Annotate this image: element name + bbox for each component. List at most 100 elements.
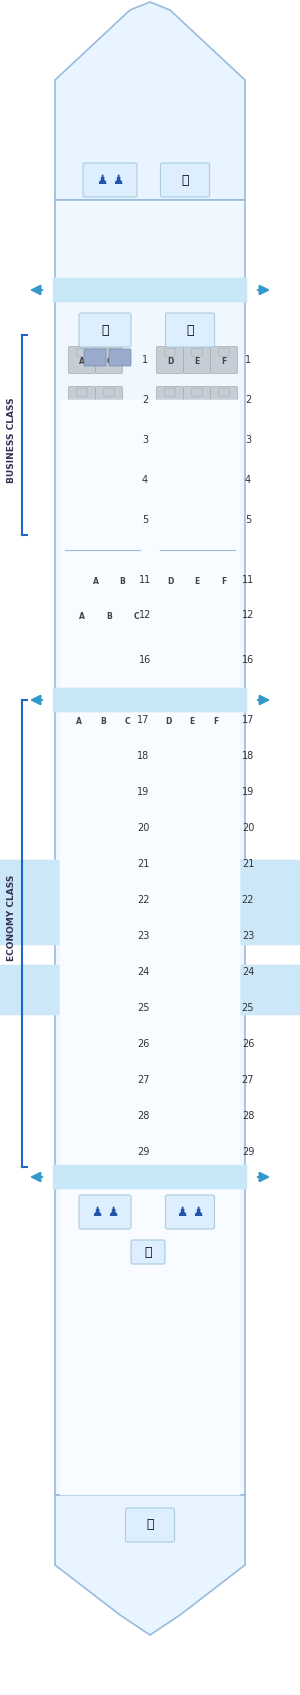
Text: 4: 4 xyxy=(142,475,148,485)
FancyBboxPatch shape xyxy=(119,925,127,934)
FancyBboxPatch shape xyxy=(103,746,111,753)
FancyBboxPatch shape xyxy=(0,859,300,946)
FancyBboxPatch shape xyxy=(115,1068,140,1092)
FancyBboxPatch shape xyxy=(179,961,205,983)
FancyBboxPatch shape xyxy=(95,1105,103,1114)
FancyBboxPatch shape xyxy=(79,314,131,347)
FancyBboxPatch shape xyxy=(184,746,192,753)
FancyBboxPatch shape xyxy=(211,507,238,534)
FancyBboxPatch shape xyxy=(67,997,92,1019)
FancyBboxPatch shape xyxy=(216,1070,224,1078)
FancyBboxPatch shape xyxy=(208,961,216,970)
FancyBboxPatch shape xyxy=(67,924,92,948)
FancyBboxPatch shape xyxy=(179,817,205,839)
Text: 19: 19 xyxy=(242,786,254,797)
FancyBboxPatch shape xyxy=(192,388,202,397)
FancyBboxPatch shape xyxy=(155,853,181,876)
FancyBboxPatch shape xyxy=(160,1105,168,1114)
FancyBboxPatch shape xyxy=(216,1142,224,1149)
FancyBboxPatch shape xyxy=(122,646,149,673)
Text: 🥤: 🥤 xyxy=(186,324,194,337)
FancyBboxPatch shape xyxy=(95,646,122,673)
FancyBboxPatch shape xyxy=(192,468,202,476)
FancyBboxPatch shape xyxy=(77,429,87,436)
FancyBboxPatch shape xyxy=(179,924,205,948)
FancyBboxPatch shape xyxy=(160,817,168,825)
FancyBboxPatch shape xyxy=(155,961,181,983)
Text: 25: 25 xyxy=(137,1003,149,1014)
FancyBboxPatch shape xyxy=(115,961,140,983)
Text: 17: 17 xyxy=(242,715,254,725)
FancyBboxPatch shape xyxy=(117,568,128,576)
FancyBboxPatch shape xyxy=(184,427,211,454)
FancyBboxPatch shape xyxy=(219,647,229,656)
FancyBboxPatch shape xyxy=(103,998,111,1005)
FancyBboxPatch shape xyxy=(168,1070,176,1078)
FancyBboxPatch shape xyxy=(216,925,224,934)
FancyBboxPatch shape xyxy=(91,1141,116,1163)
FancyBboxPatch shape xyxy=(95,427,122,454)
FancyBboxPatch shape xyxy=(71,746,79,753)
Text: 5: 5 xyxy=(142,515,148,525)
FancyBboxPatch shape xyxy=(67,709,92,732)
FancyBboxPatch shape xyxy=(216,998,224,1005)
FancyBboxPatch shape xyxy=(184,566,211,593)
FancyBboxPatch shape xyxy=(155,780,181,803)
FancyBboxPatch shape xyxy=(127,854,135,861)
FancyBboxPatch shape xyxy=(104,468,114,476)
FancyBboxPatch shape xyxy=(192,998,200,1005)
FancyBboxPatch shape xyxy=(203,1141,229,1163)
FancyBboxPatch shape xyxy=(91,1105,116,1127)
FancyBboxPatch shape xyxy=(192,1034,200,1041)
FancyBboxPatch shape xyxy=(103,1070,111,1078)
FancyBboxPatch shape xyxy=(203,780,229,803)
FancyBboxPatch shape xyxy=(95,961,103,970)
FancyBboxPatch shape xyxy=(160,1142,168,1149)
FancyBboxPatch shape xyxy=(184,961,192,970)
FancyBboxPatch shape xyxy=(71,854,79,861)
FancyBboxPatch shape xyxy=(127,1034,135,1041)
Text: C: C xyxy=(133,612,139,620)
FancyBboxPatch shape xyxy=(184,507,211,534)
FancyBboxPatch shape xyxy=(203,853,229,876)
FancyBboxPatch shape xyxy=(219,347,229,356)
FancyBboxPatch shape xyxy=(115,924,140,948)
FancyBboxPatch shape xyxy=(115,888,140,912)
FancyBboxPatch shape xyxy=(95,1034,103,1041)
Text: 29: 29 xyxy=(242,1148,254,1158)
FancyBboxPatch shape xyxy=(168,817,176,825)
Text: 28: 28 xyxy=(242,1110,254,1120)
FancyBboxPatch shape xyxy=(168,998,176,1005)
FancyBboxPatch shape xyxy=(184,854,192,861)
FancyBboxPatch shape xyxy=(90,568,101,576)
Text: 19: 19 xyxy=(137,786,149,797)
FancyBboxPatch shape xyxy=(77,468,87,476)
FancyBboxPatch shape xyxy=(77,508,87,517)
FancyBboxPatch shape xyxy=(79,961,87,970)
Text: 11: 11 xyxy=(139,575,151,585)
FancyBboxPatch shape xyxy=(179,1141,205,1163)
FancyBboxPatch shape xyxy=(67,888,92,912)
Text: F: F xyxy=(221,356,226,366)
FancyBboxPatch shape xyxy=(104,603,114,612)
FancyBboxPatch shape xyxy=(91,961,116,983)
FancyBboxPatch shape xyxy=(184,1105,192,1114)
FancyBboxPatch shape xyxy=(208,781,216,790)
Text: 27: 27 xyxy=(137,1075,149,1085)
FancyBboxPatch shape xyxy=(216,854,224,861)
FancyBboxPatch shape xyxy=(79,1195,131,1229)
FancyBboxPatch shape xyxy=(160,163,209,197)
FancyBboxPatch shape xyxy=(103,1105,111,1114)
FancyBboxPatch shape xyxy=(79,890,87,897)
FancyBboxPatch shape xyxy=(71,1034,79,1041)
FancyBboxPatch shape xyxy=(127,1105,135,1114)
Text: 4: 4 xyxy=(245,475,251,485)
FancyBboxPatch shape xyxy=(127,710,135,717)
FancyBboxPatch shape xyxy=(155,1141,181,1163)
FancyBboxPatch shape xyxy=(168,1034,176,1041)
Text: C: C xyxy=(124,717,130,725)
FancyBboxPatch shape xyxy=(208,817,216,825)
FancyBboxPatch shape xyxy=(192,603,202,612)
FancyBboxPatch shape xyxy=(203,924,229,948)
FancyBboxPatch shape xyxy=(179,997,205,1019)
